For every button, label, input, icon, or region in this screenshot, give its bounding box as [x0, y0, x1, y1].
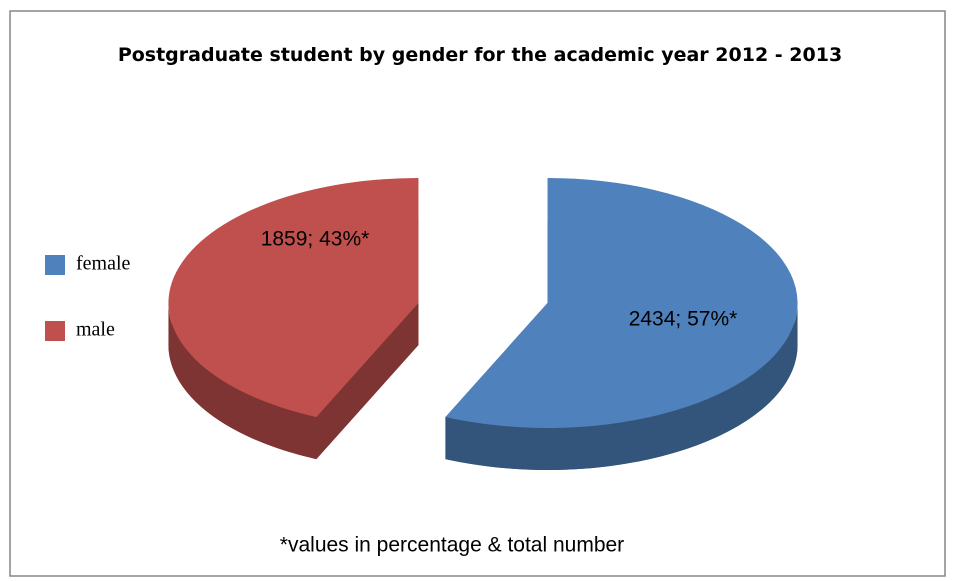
legend-swatch — [45, 255, 65, 275]
legend-swatch — [45, 321, 65, 341]
data-label: 1859; 43%* — [261, 228, 370, 251]
slice-side — [445, 303, 798, 471]
title-box: Postgraduate student by gender for the a… — [117, 44, 843, 66]
legend-label: female — [76, 253, 131, 275]
slice — [168, 178, 419, 460]
note: *values in percentage & total number — [280, 534, 624, 557]
slice-top — [445, 178, 798, 428]
data-label: 2434; 57%* — [629, 308, 738, 331]
slice-side — [168, 303, 317, 460]
chart-title: Postgraduate student by gender for the a… — [117, 44, 843, 66]
slice-top — [168, 178, 419, 418]
slice-wall — [316, 303, 419, 460]
legend-label: male — [76, 319, 115, 341]
slice — [445, 178, 798, 471]
